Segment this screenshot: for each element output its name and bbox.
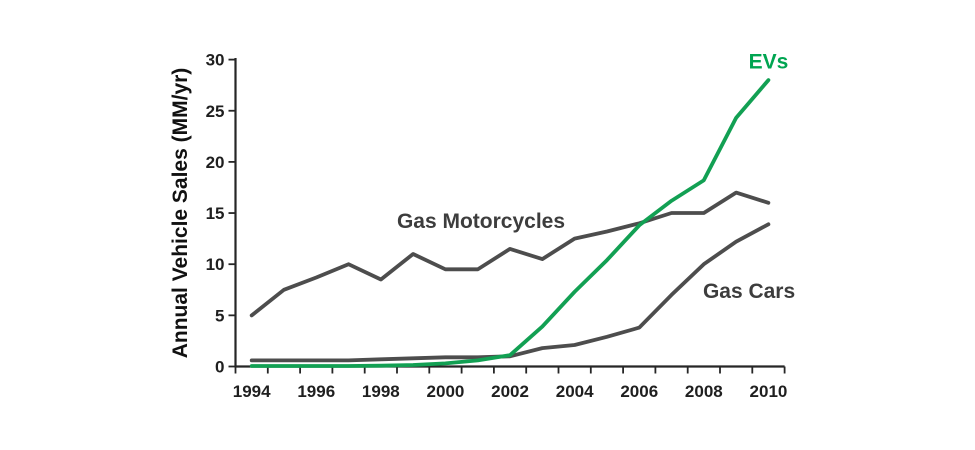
x-tick-label: 2010 <box>750 382 788 401</box>
y-tick-label: 30 <box>206 51 225 70</box>
series-label-gas-motorcycles: Gas Motorcycles <box>397 210 565 233</box>
series-line-evs <box>249 78 771 368</box>
y-tick-label: 20 <box>206 153 225 172</box>
y-tick-label: 0 <box>215 358 224 377</box>
y-tick-label: 15 <box>206 204 225 223</box>
x-tick-label: 1996 <box>297 382 335 401</box>
series-label-evs: EVs <box>749 51 789 74</box>
x-tick-label: 2004 <box>556 382 594 401</box>
y-tick-label: 5 <box>215 306 224 325</box>
series-label-gas-cars: Gas Cars <box>703 280 795 303</box>
x-tick-label: 2006 <box>620 382 658 401</box>
series-line-gas-cars <box>249 222 771 363</box>
y-axis-title: Annual Vehicle Sales (MM/yr) <box>169 68 192 359</box>
x-tick-label: 2000 <box>427 382 465 401</box>
x-tick-label: 2008 <box>685 382 723 401</box>
series-line-gas-motorcycles <box>249 190 771 318</box>
x-tick-label: 2002 <box>491 382 529 401</box>
y-tick-label: 25 <box>206 102 225 121</box>
y-tick-label: 10 <box>206 255 225 274</box>
x-tick-label: 1998 <box>362 382 400 401</box>
x-tick-label: 1994 <box>233 382 271 401</box>
